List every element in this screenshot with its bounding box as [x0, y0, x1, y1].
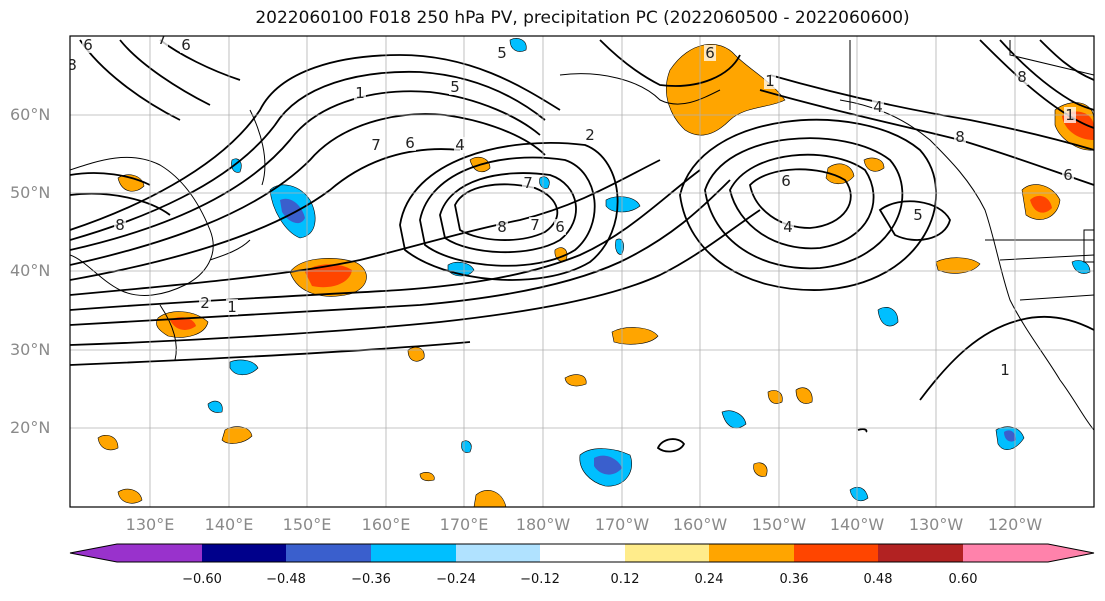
contour-label: 5 [497, 44, 507, 62]
colorbar-tick: −0.60 [182, 572, 222, 587]
colorbar-tick: −0.36 [351, 572, 391, 587]
map-frame [69, 35, 1095, 508]
precip-blob [97, 435, 119, 451]
precip-blob [473, 490, 507, 507]
contour-label: 8 [1017, 68, 1027, 86]
contour-label: 8 [67, 56, 77, 74]
precip-blob [611, 327, 659, 345]
contour-label: 7 [530, 216, 540, 234]
lon-label-160w: 160°W [672, 515, 728, 534]
precip-blob [825, 163, 855, 185]
precip-blob [117, 488, 143, 504]
contour-label: 6 [1063, 166, 1073, 184]
precip-blob [419, 472, 435, 482]
contour-label: 6 [555, 218, 565, 236]
colorbar-tick: 0.12 [610, 572, 640, 587]
precip-blob [1071, 260, 1091, 274]
colorbar-tick: 0.60 [948, 572, 978, 587]
precip-blob [461, 440, 472, 453]
precip-blob [721, 410, 747, 429]
contour-label: 7 [523, 174, 533, 192]
lon-label-130e: 130°E [125, 515, 175, 534]
precip-blob [229, 359, 259, 376]
lon-label-170w: 170°W [594, 515, 650, 534]
precip-blob [509, 38, 527, 52]
contour-label: 1 [1000, 361, 1010, 379]
contour-label: 7 [371, 136, 381, 154]
contour-label: 8 [115, 216, 125, 234]
colorbar-tick: −0.48 [266, 572, 306, 587]
colorbar-tick: −0.24 [436, 572, 476, 587]
precip-blob [935, 257, 981, 274]
lat-label-40n: 40°N [10, 261, 51, 280]
precip-blob [753, 462, 768, 477]
precip-blob [666, 43, 786, 136]
lat-label-20n: 20°N [10, 418, 51, 437]
contour-label: 1 [355, 84, 365, 102]
precip-blob [539, 176, 550, 189]
precip-blob [877, 307, 899, 327]
precip-blob [863, 157, 885, 172]
precip-blob [795, 387, 813, 404]
map-title: 2022060100 F018 250 hPa PV, precipitatio… [255, 8, 910, 28]
contour-label: 4 [783, 218, 793, 236]
contour-label: 1 [1065, 106, 1075, 124]
precip-blob [207, 400, 223, 413]
lon-label-120w: 120°W [987, 515, 1043, 534]
precip-blob [564, 374, 587, 387]
lat-label-30n: 30°N [10, 340, 51, 359]
lon-label-160e: 160°E [361, 515, 411, 534]
lat-label-60n: 60°N [10, 105, 51, 124]
lon-label-140w: 140°W [829, 515, 885, 534]
contour-label: 4 [873, 98, 883, 116]
lon-label-130w: 130°W [908, 515, 964, 534]
colorbar-tick: 0.24 [694, 572, 724, 587]
contour-label: 4 [455, 136, 465, 154]
contour-label: 5 [450, 78, 460, 96]
contour-label: 1 [227, 298, 237, 316]
lon-label-180w: 180°W [515, 515, 571, 534]
precip-blob [117, 174, 145, 192]
contour-label: 8 [497, 218, 507, 236]
lon-label-170e: 170°E [439, 515, 489, 534]
colorbar-tick: −0.12 [520, 572, 560, 587]
contour-label: 8 [955, 128, 965, 146]
contour-label: 6 [705, 44, 715, 62]
contour-label: 6 [181, 36, 191, 54]
lat-label-50n: 50°N [10, 183, 51, 202]
colorbar-tick: 0.36 [779, 572, 809, 587]
contour-label: 5 [913, 206, 923, 224]
contour-label: 1 [765, 72, 775, 90]
contour-label: 7 [157, 30, 167, 48]
lon-label-140e: 140°E [204, 515, 254, 534]
contour-label: 6 [781, 172, 791, 190]
precip-blob [221, 426, 253, 444]
contour-label: 6 [405, 134, 415, 152]
contour-label: 2 [585, 126, 595, 144]
contour-label: 6 [83, 36, 93, 54]
map-grid [70, 36, 1094, 507]
contour-label: 2 [200, 294, 210, 312]
colorbar-tick: 0.48 [863, 572, 893, 587]
lon-label-150w: 150°W [751, 515, 807, 534]
lon-label-150e: 150°E [282, 515, 332, 534]
